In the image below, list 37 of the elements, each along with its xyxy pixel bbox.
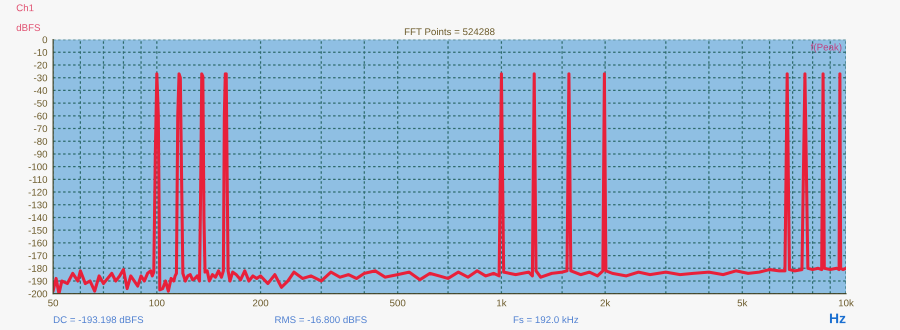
y-tick-label: -40	[34, 87, 48, 94]
y-tick-label: -90	[34, 150, 48, 158]
y-tick-label: -150	[28, 226, 48, 234]
y-tick-label: -130	[28, 202, 48, 208]
y-tick-label: -110	[29, 176, 48, 183]
y-tick-label: -30	[34, 74, 48, 82]
x-tick-label: 1k	[497, 299, 507, 306]
y-tick-label: -80	[34, 138, 48, 145]
y-tick-label: -70	[34, 125, 48, 132]
y-tick-label: -10	[34, 49, 48, 56]
y-tick-label: -20	[34, 62, 48, 69]
x-tick-label: 2k	[600, 299, 610, 306]
text: Fs = 192.0 kHz	[514, 316, 578, 324]
y-axis-title: dBFS	[16, 24, 40, 32]
y-tick-label: -190	[28, 278, 48, 285]
x-tick-label: 5k	[738, 299, 748, 306]
x-tick-label: 100	[149, 300, 165, 306]
x-tick-label: 200	[252, 300, 268, 306]
text: DC = -193.198 dBFS	[54, 316, 144, 324]
x-axis-title: Hz	[830, 314, 846, 324]
text: FFT Points = 524288	[404, 28, 495, 36]
x-tick-label: 50	[48, 300, 58, 306]
y-tick-label: -200	[28, 290, 48, 298]
y-tick-label: -170	[28, 252, 48, 260]
text: RMS = -16.800 dBFS	[275, 316, 367, 324]
x-tick-label: 10k	[838, 299, 854, 306]
y-tick-label: -50	[34, 100, 48, 107]
text: Ch1	[16, 4, 34, 12]
y-tick-label: -120	[28, 188, 48, 196]
y-tick-label: 0	[42, 36, 48, 44]
y-tick-label: -140	[28, 214, 48, 222]
y-tick-label: -160	[28, 240, 48, 246]
y-tick-label: -60	[34, 112, 48, 120]
y-tick-label: -180	[28, 265, 48, 272]
annotation: f(Peak)	[810, 43, 842, 52]
y-tick-label: -100	[28, 163, 48, 170]
x-tick-label: 500	[390, 300, 406, 306]
